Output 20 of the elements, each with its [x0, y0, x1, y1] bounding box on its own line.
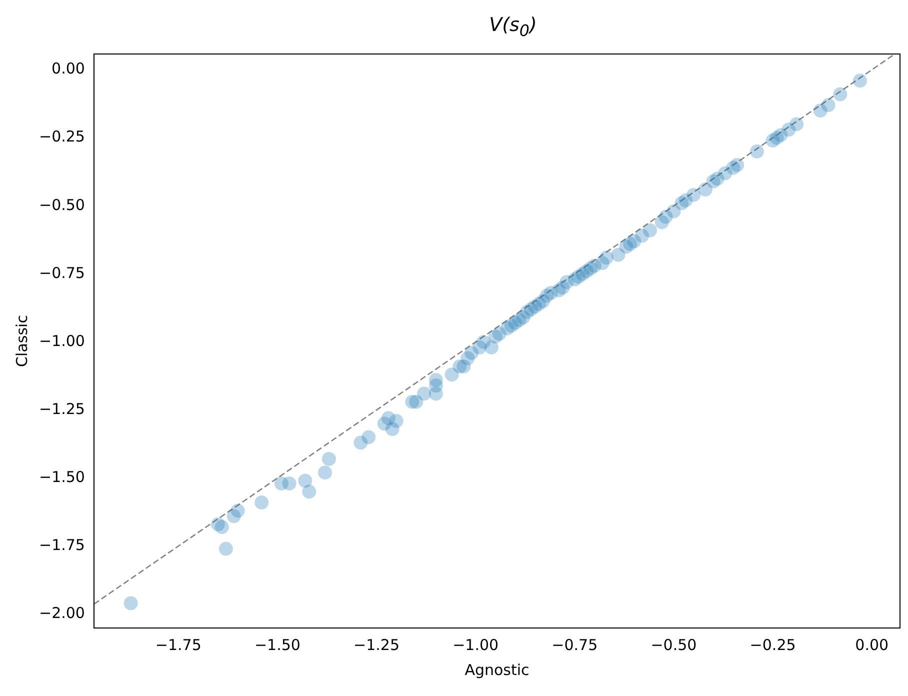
x-tick-label: −0.50 — [650, 636, 697, 654]
x-tick-label: −1.75 — [155, 636, 202, 654]
y-tick-label: −1.00 — [39, 332, 85, 350]
x-tick-label: −1.00 — [452, 636, 499, 654]
x-tick-label: 0.00 — [855, 636, 889, 654]
y-tick-label: 0.00 — [52, 60, 85, 78]
y-tick-label: −0.25 — [39, 128, 85, 146]
y-tick-label: −0.75 — [39, 264, 85, 282]
y-tick-label: −1.25 — [39, 400, 85, 418]
y-tick-label: −2.00 — [39, 604, 85, 622]
y-tick-label: −1.50 — [39, 468, 85, 486]
chart-title: V(s$_{0}$) — [488, 13, 538, 42]
y-axis-title: Classic — [12, 315, 31, 367]
x-tick-label: −0.25 — [750, 636, 796, 654]
y-tick-label: −1.75 — [39, 536, 85, 554]
x-tick-label: −1.50 — [254, 636, 300, 654]
x-axis-title: Agnostic — [464, 660, 530, 679]
x-tick-label: −1.25 — [354, 636, 400, 654]
y-tick-label: −0.50 — [39, 196, 85, 214]
x-tick-label: −0.75 — [552, 636, 598, 654]
